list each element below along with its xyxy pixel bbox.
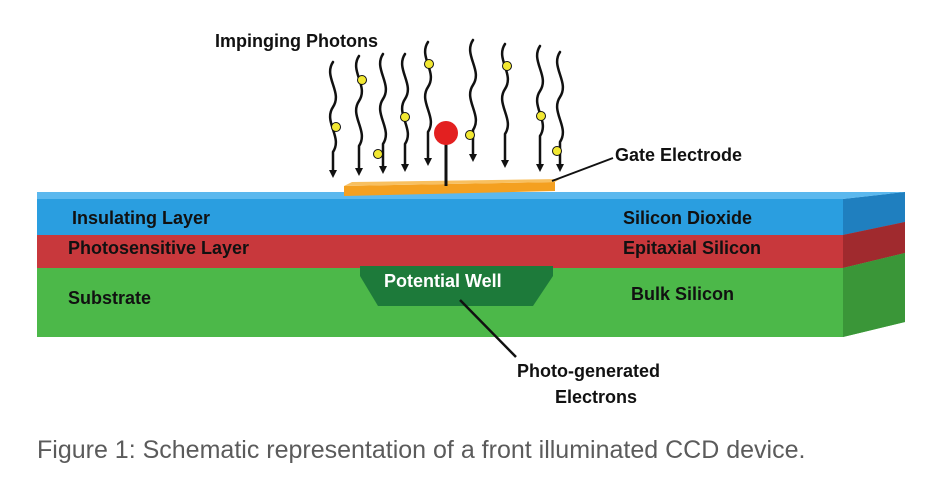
photon-arrow — [328, 60, 338, 178]
epitaxial-silicon-label: Epitaxial Silicon — [623, 238, 761, 258]
potential-well-label: Potential Well — [384, 271, 502, 291]
photon-dots — [331, 59, 562, 159]
insulating-layer-label: Insulating Layer — [72, 208, 210, 228]
photon-dot — [552, 146, 562, 156]
silicon-dioxide-label: Silicon Dioxide — [623, 208, 752, 228]
photon-dot — [502, 61, 512, 71]
photon-dot — [357, 75, 367, 85]
photon-arrow — [555, 50, 565, 172]
photon-dot — [331, 122, 341, 132]
photon-dot — [465, 130, 475, 140]
electrons-label-line1: Photo-generated — [517, 361, 660, 381]
gate-electrode — [344, 179, 560, 196]
photon-dot — [424, 59, 434, 69]
photon-arrow — [468, 38, 478, 162]
photon-arrow — [400, 52, 410, 172]
photon-dot — [373, 149, 383, 159]
electron-icon — [434, 121, 458, 145]
gate-leader-line — [551, 157, 614, 182]
photon-arrows — [328, 38, 565, 178]
photons-label: Impinging Photons — [215, 31, 378, 51]
photon-dot — [536, 111, 546, 121]
photosensitive-layer-label: Photosensitive Layer — [68, 238, 249, 258]
potential-well — [360, 266, 553, 306]
photon-arrow — [354, 54, 364, 176]
photon-arrow — [423, 40, 433, 166]
electrons-leader-line — [459, 299, 517, 358]
photon-arrow — [500, 42, 510, 168]
figure-caption: Figure 1: Schematic representation of a … — [37, 436, 806, 464]
substrate-label: Substrate — [68, 288, 151, 308]
insulating-layer — [37, 192, 905, 235]
electrons-label-line2: Electrons — [555, 387, 637, 407]
ccd-diagram: Impinging Photons Gate Electrode Insulat… — [37, 31, 905, 407]
bulk-silicon-label: Bulk Silicon — [631, 284, 734, 304]
photon-arrow — [535, 44, 545, 172]
photon-arrow — [378, 52, 388, 174]
gate-electrode-label: Gate Electrode — [615, 145, 742, 165]
photon-dot — [400, 112, 410, 122]
photosensitive-layer — [37, 222, 905, 268]
